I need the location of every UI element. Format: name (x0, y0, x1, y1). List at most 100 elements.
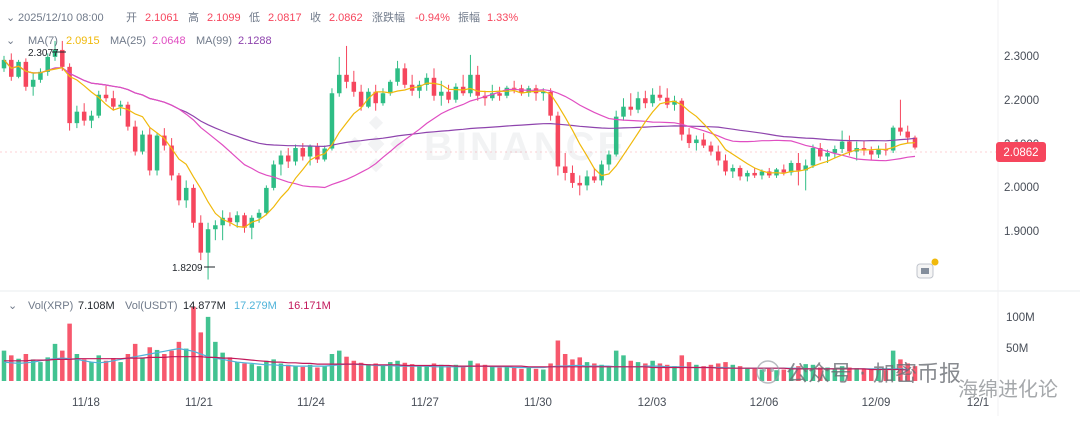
volume-bar (475, 363, 480, 381)
volume-bar (584, 362, 590, 381)
volume-bar (366, 364, 371, 381)
low-value: 2.0817 (268, 12, 302, 24)
volume-bar (409, 364, 415, 381)
volume-bar (388, 362, 393, 381)
volume-bar (285, 364, 291, 381)
low-marker: 1.8209 (172, 263, 215, 274)
volume-bar (803, 364, 808, 381)
candle-body (650, 94, 655, 104)
volume-bar (417, 365, 422, 381)
volume-bar (555, 340, 561, 381)
volume-bar (796, 366, 801, 381)
volume-bar (140, 357, 145, 381)
volume-bar (730, 364, 736, 381)
volume-bar (737, 366, 743, 381)
candle-body (752, 172, 757, 176)
volume-bar (38, 362, 43, 381)
volume-bar (111, 358, 116, 381)
ma99-label: MA(99) (196, 35, 232, 47)
candle-body (723, 160, 728, 172)
candle-body (570, 172, 575, 183)
volume-bar (628, 360, 634, 381)
volume-bar (81, 359, 87, 381)
volume-bar (752, 368, 757, 381)
candle-body (344, 74, 349, 82)
candle-body (278, 155, 284, 165)
candle-body (256, 212, 262, 218)
volume-tick: 50M (1006, 343, 1028, 355)
vol-legend-chevron-icon[interactable]: ⌄ (8, 300, 17, 312)
candle-body (839, 141, 845, 150)
candle-body (191, 187, 196, 223)
volume-bar (854, 368, 859, 381)
volume-bar (67, 323, 72, 381)
volume-bar (504, 366, 510, 381)
candle-body (803, 165, 808, 171)
volume-bar (701, 366, 706, 381)
candle-body (555, 115, 561, 167)
volume-bar (672, 366, 677, 381)
volume-bar (242, 363, 247, 381)
time-tick: 12/1 (967, 397, 989, 409)
candle-body (905, 131, 910, 138)
candle-body (52, 49, 58, 57)
collapse-chevron-icon[interactable]: ⌄ (6, 12, 15, 24)
ma7-label: MA(7) (28, 35, 58, 47)
candle-body (788, 162, 794, 173)
volume-bar (60, 350, 65, 381)
time-tick: 12/06 (750, 397, 779, 409)
chart-tool-icon[interactable] (916, 258, 939, 279)
candle-body (613, 116, 619, 155)
volume-bar (774, 370, 779, 381)
volume-bar (883, 370, 889, 381)
candle-body (402, 68, 408, 85)
volume-bar (344, 356, 349, 381)
volume-bar (869, 368, 874, 381)
source-watermark-text: 公众号 · 加密币报 (786, 362, 961, 387)
volume-bar (694, 364, 699, 381)
volume-bars (1, 306, 918, 381)
candle-body (132, 126, 138, 152)
binance-watermark-text: BINANCE (424, 125, 627, 169)
candle-body (169, 145, 174, 176)
candle-body (796, 162, 801, 171)
price-tick: 2.2000 (1004, 95, 1039, 107)
candle-body (1, 59, 7, 69)
volume-bar (533, 368, 539, 381)
volume-bar (541, 369, 546, 381)
volume-bar (781, 369, 787, 381)
ma7-line (3, 59, 916, 228)
candle-body (912, 137, 918, 148)
close-label: 收 (310, 10, 321, 24)
volume-bar (125, 354, 131, 381)
volusdt-value: 14.877M (183, 300, 226, 312)
candle-body (198, 222, 204, 253)
vol-label: Vol(XRP) (28, 300, 73, 312)
candle-body (140, 134, 145, 152)
volume-bar (817, 367, 823, 381)
candle-body (358, 91, 364, 107)
candle-body (431, 77, 437, 96)
volume-bar (351, 360, 357, 381)
candle-body (832, 149, 838, 154)
candle-body (227, 217, 233, 223)
volume-bar (52, 343, 58, 381)
candle-body (439, 91, 444, 96)
ma-legend-chevron-icon[interactable]: ⌄ (6, 35, 15, 47)
volume-bar (424, 366, 429, 381)
change-value: -0.94% (415, 12, 450, 24)
price-tick: 2.3000 (1004, 51, 1039, 63)
candle-body (606, 154, 612, 165)
candle-body (336, 74, 342, 94)
candle-body (388, 81, 393, 94)
vol-ma2-value: 16.171M (288, 300, 331, 312)
volume-bar (570, 359, 575, 381)
candle-body (264, 187, 269, 213)
volume-bar (227, 357, 233, 381)
volume-bar (446, 366, 451, 381)
volume-bar (16, 358, 21, 381)
volume-bar (322, 366, 327, 381)
vol-ma1-value: 17.279M (234, 300, 277, 312)
